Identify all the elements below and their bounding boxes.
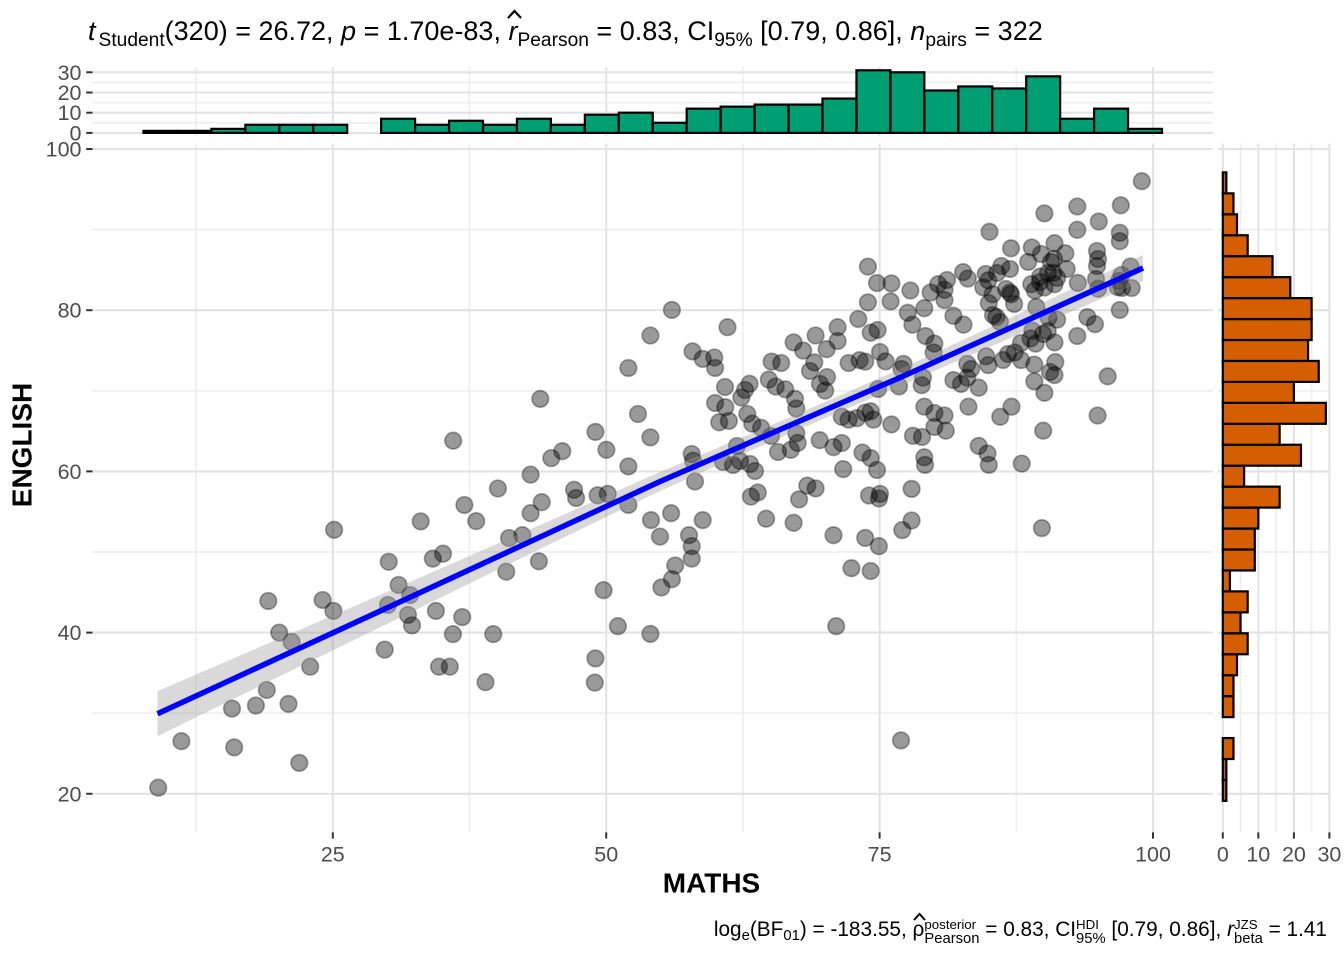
svg-text:25: 25 — [321, 843, 345, 867]
svg-text:20: 20 — [1282, 843, 1306, 867]
svg-text:10: 10 — [58, 101, 82, 125]
svg-text:50: 50 — [594, 843, 618, 867]
svg-text:80: 80 — [58, 299, 82, 323]
svg-text:40: 40 — [58, 621, 82, 645]
svg-text:MATHS: MATHS — [663, 868, 760, 899]
svg-text:60: 60 — [58, 460, 82, 484]
svg-text:20: 20 — [58, 81, 82, 105]
svg-text:ENGLISH: ENGLISH — [7, 383, 38, 507]
svg-text:20: 20 — [58, 782, 82, 806]
svg-text:75: 75 — [868, 843, 892, 867]
svg-text:10: 10 — [1246, 843, 1270, 867]
svg-text:0: 0 — [1217, 843, 1229, 867]
svg-text:100: 100 — [46, 138, 82, 162]
svg-text:0: 0 — [70, 121, 82, 145]
svg-text:30: 30 — [1317, 843, 1341, 867]
svg-text:100: 100 — [1135, 843, 1171, 867]
svg-text:30: 30 — [58, 61, 82, 85]
